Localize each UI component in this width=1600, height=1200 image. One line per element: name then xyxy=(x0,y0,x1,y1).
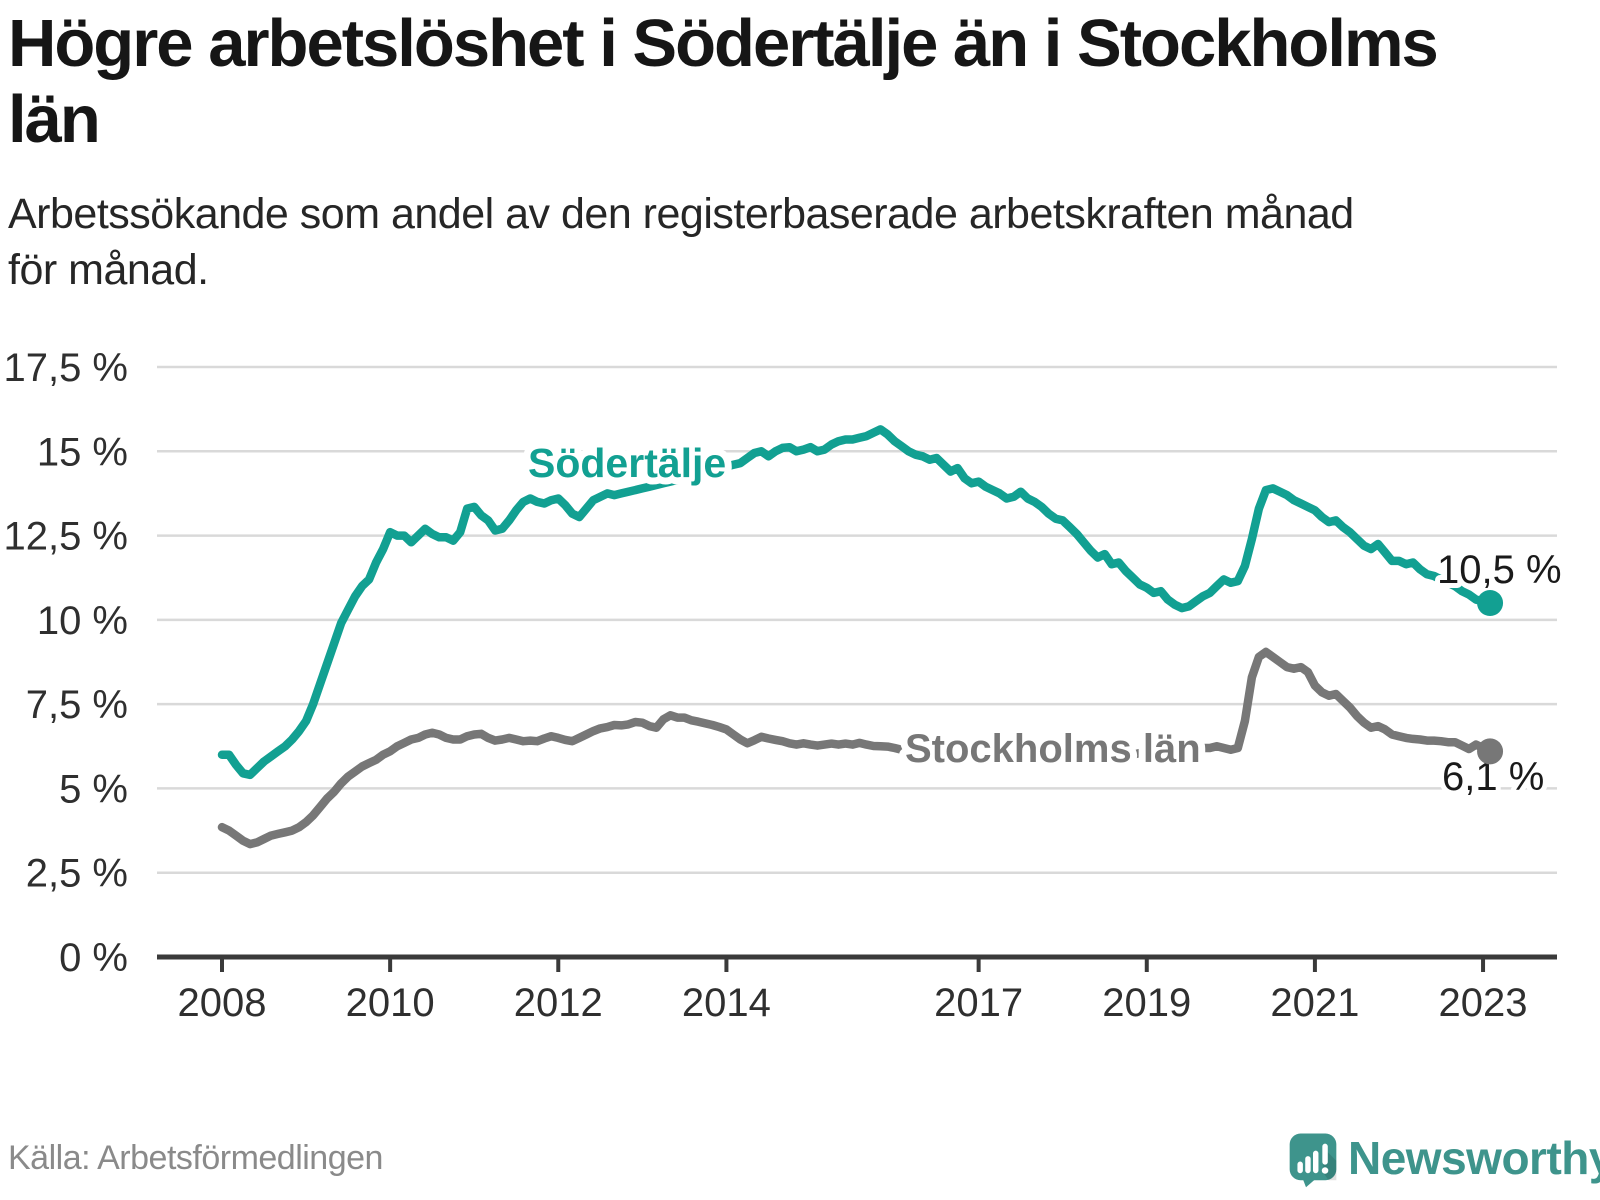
y-tick-label: 17,5 % xyxy=(3,346,128,390)
y-tick-label: 7,5 % xyxy=(26,683,128,727)
x-tick-label: 2010 xyxy=(346,981,435,1025)
x-tick-label: 2017 xyxy=(934,981,1023,1025)
newsworthy-logo-text: Newsworthy xyxy=(1348,1132,1600,1184)
x-tick-label: 2019 xyxy=(1102,981,1191,1025)
x-tick-label: 2014 xyxy=(682,981,771,1025)
x-tick-label: 2012 xyxy=(514,981,603,1025)
y-tick-label: 15 % xyxy=(37,430,128,474)
stockholms-l-n-series-label: Stockholms län xyxy=(905,727,1201,771)
chart-subtitle-line2: för månad. xyxy=(8,246,209,294)
x-tick-label: 2023 xyxy=(1439,981,1528,1025)
y-tick-label: 0 % xyxy=(59,936,128,980)
newsworthy-speech-bubble-chart-icon xyxy=(1289,1133,1337,1188)
x-tick-label: 2021 xyxy=(1270,981,1359,1025)
source-note: Källa: Arbetsförmedlingen xyxy=(8,1139,383,1177)
s-dert-lje-value-label: 10,5 % xyxy=(1437,548,1562,592)
stockholms-l-n-endpoint-dot xyxy=(1477,738,1504,765)
y-tick-label: 5 % xyxy=(59,767,128,811)
page-title: Högre arbetslöshet i Södertälje än i Sto… xyxy=(8,6,1596,158)
stockholms-l-n-line xyxy=(217,647,1495,849)
s-dert-lje-endpoint-dot xyxy=(1477,590,1504,617)
page-title-line1: Högre arbetslöshet i Södertälje än i Sto… xyxy=(8,6,1439,81)
y-tick-label: 2,5 % xyxy=(26,852,128,896)
newsworthy-logo: Newsworthy xyxy=(1288,1132,1600,1192)
chart-subtitle-line1: Arbetssökande som andel av den registerb… xyxy=(8,190,1354,238)
x-tick-label: 2008 xyxy=(178,981,267,1025)
y-tick-label: 10 % xyxy=(37,599,128,643)
s-dert-lje-series-label: Södertälje xyxy=(528,440,726,486)
y-tick-label: 12,5 % xyxy=(3,515,128,559)
page-title-line2: län xyxy=(8,82,101,157)
s-dert-lje-line xyxy=(217,425,1495,780)
chart-subtitle: Arbetssökande som andel av den registerb… xyxy=(8,186,1596,298)
